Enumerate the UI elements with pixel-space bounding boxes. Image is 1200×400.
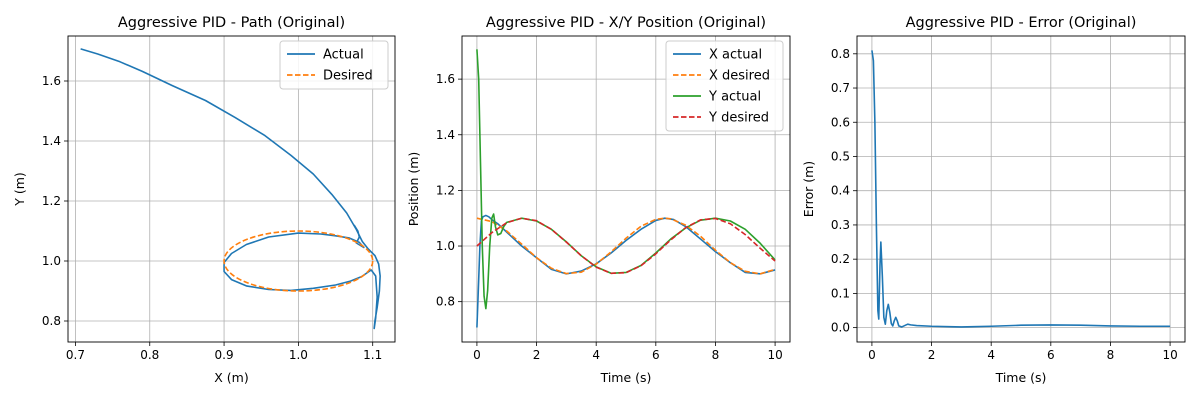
series-x-actual: [476, 214, 776, 328]
y-axis-label: Error (m): [801, 161, 816, 217]
xy-position-chart-panel: 0 2 4 6 8 10 0.8 1.0 1.2 1.4 1.6 Aggressive PID - X…: [406, 15, 791, 385]
x-tick-label: 8: [1107, 348, 1115, 362]
x-tick-label: 8: [712, 348, 720, 362]
y-tick-label: 0.5: [831, 149, 850, 163]
chart-title: Aggressive PID - Path (Original): [118, 15, 345, 31]
legend-label-x-desired: X desired: [709, 69, 770, 84]
chart-title: Aggressive PID - Error (Original): [906, 15, 1137, 31]
x-axis-label: Time (s): [995, 370, 1047, 385]
chart-title: Aggressive PID - X/Y Position (Original): [486, 15, 766, 31]
series-actual: [80, 48, 381, 330]
y-tick-label: 0.3: [831, 218, 850, 232]
x-tick-label: 0: [473, 348, 481, 362]
axes-frame: [856, 35, 1186, 343]
y-tick-label: 0.8: [831, 47, 850, 61]
y-tick-label: 0.7: [831, 81, 850, 95]
plot-area: [871, 50, 1171, 328]
legend-label-y-actual: Y actual: [708, 90, 761, 105]
x-tick-label: 10: [1162, 348, 1177, 362]
x-tick-label: 10: [767, 348, 782, 362]
x-tick-label: 0.8: [140, 348, 159, 362]
x-tick-label: 0.7: [66, 348, 85, 362]
x-tick-label: 2: [928, 348, 936, 362]
x-tick-label: 4: [987, 348, 995, 362]
series-y-desired: [476, 217, 776, 275]
legend-box: [665, 40, 784, 132]
legend-label-x-actual: X actual: [709, 48, 762, 63]
y-axis-label: Y (m): [12, 172, 27, 207]
series-desired: [223, 230, 374, 292]
y-tick-label: 1.6: [436, 72, 455, 86]
axes-frame: [67, 35, 396, 343]
x-axis-label: X (m): [214, 370, 248, 385]
series-x-desired: [476, 217, 776, 275]
legend: Actual Desired: [279, 40, 389, 90]
legend-label-actual: Actual: [323, 48, 364, 63]
x-axis-label: Time (s): [600, 370, 652, 385]
y-tick-label: 0.6: [831, 115, 850, 129]
y-tick-label: 0.8: [42, 314, 61, 328]
x-tick-label: 0: [868, 348, 876, 362]
x-tick-label: 1.0: [289, 348, 308, 362]
y-tick-label: 1.0: [42, 254, 61, 268]
y-tick-label: 1.4: [42, 134, 61, 148]
legend-label-y-desired: Y desired: [708, 111, 769, 126]
error-chart-panel: 0 2 4 6 8 10 0.0 0.1 0.2 0.3 0.4 0.5 0.6 0.7 0.8 Aggres…: [801, 15, 1186, 385]
x-tick-label: 6: [1047, 348, 1055, 362]
legend-box: [279, 40, 389, 90]
plot-area: [80, 48, 381, 330]
y-tick-label: 0.8: [436, 295, 455, 309]
y-tick-label: 1.2: [42, 194, 61, 208]
x-tick-label: 4: [592, 348, 600, 362]
x-tick-label: 2: [533, 348, 541, 362]
y-tick-label: 1.6: [42, 74, 61, 88]
y-tick-label: 0.1: [831, 286, 850, 300]
x-tick-label: 0.9: [215, 348, 234, 362]
axes-frame: [461, 35, 791, 343]
y-tick-label: 1.0: [436, 239, 455, 253]
y-tick-label: 0.4: [831, 184, 850, 198]
y-tick-label: 1.4: [436, 128, 455, 142]
legend: X actual X desired Y actual Y desired: [665, 40, 784, 132]
y-tick-label: 0.2: [831, 252, 850, 266]
plot-area: [476, 49, 776, 328]
legend-label-desired: Desired: [323, 69, 373, 84]
y-tick-label: 0.0: [831, 321, 850, 335]
x-tick-label: 6: [652, 348, 660, 362]
y-axis-label: Position (m): [406, 152, 421, 227]
x-tick-label: 1.1: [363, 348, 382, 362]
path-chart-panel: 0.7 0.8 0.9 1.0 1.1 0.8 1.0 1.2 1.4 1.6 Aggressive…: [12, 15, 396, 385]
series-error: [871, 50, 1171, 328]
y-tick-label: 1.2: [436, 183, 455, 197]
